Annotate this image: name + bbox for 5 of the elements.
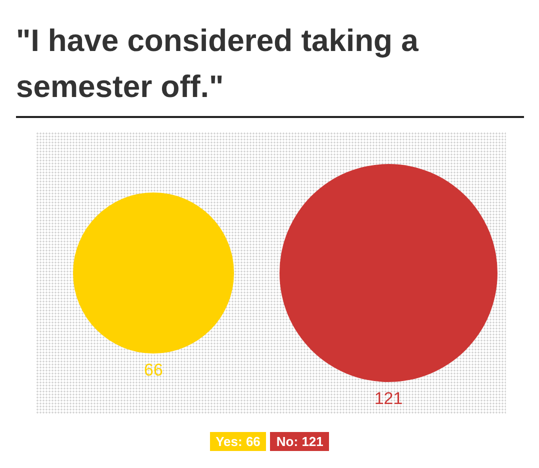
data-label: 121 [374,389,403,408]
data-label: 66 [144,360,163,380]
category-label: No: 121 [270,432,330,451]
text: "I have considered taking a semester off." [16,18,524,118]
category-label: Yes: 66 [210,432,266,451]
